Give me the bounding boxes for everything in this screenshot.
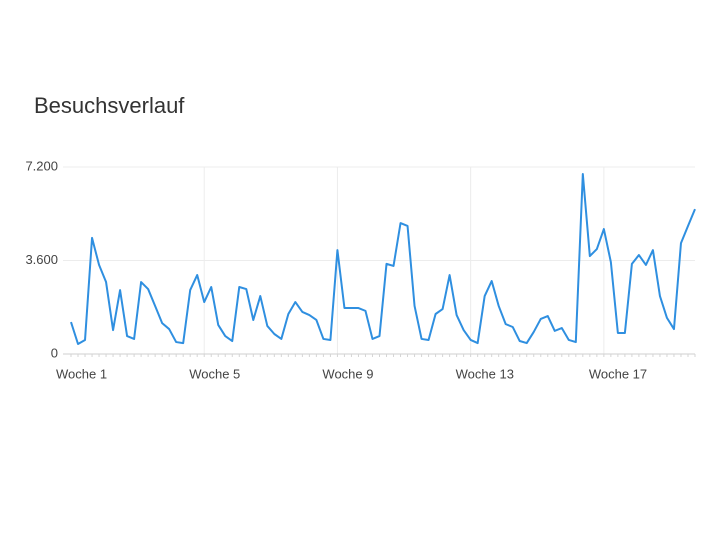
y-tick-label: 0 (51, 345, 58, 360)
y-tick-label: 3.600 (25, 252, 58, 267)
chart-title: Besuchsverlauf (34, 93, 185, 118)
x-tick-label: Woche 17 (589, 366, 647, 381)
x-tick-label: Woche 9 (322, 366, 373, 381)
y-tick-label: 7.200 (25, 158, 58, 173)
x-tick-label: Woche 1 (56, 366, 107, 381)
x-tick-label: Woche 5 (189, 366, 240, 381)
line-series (70, 173, 696, 346)
x-tick-label: Woche 13 (456, 366, 514, 381)
